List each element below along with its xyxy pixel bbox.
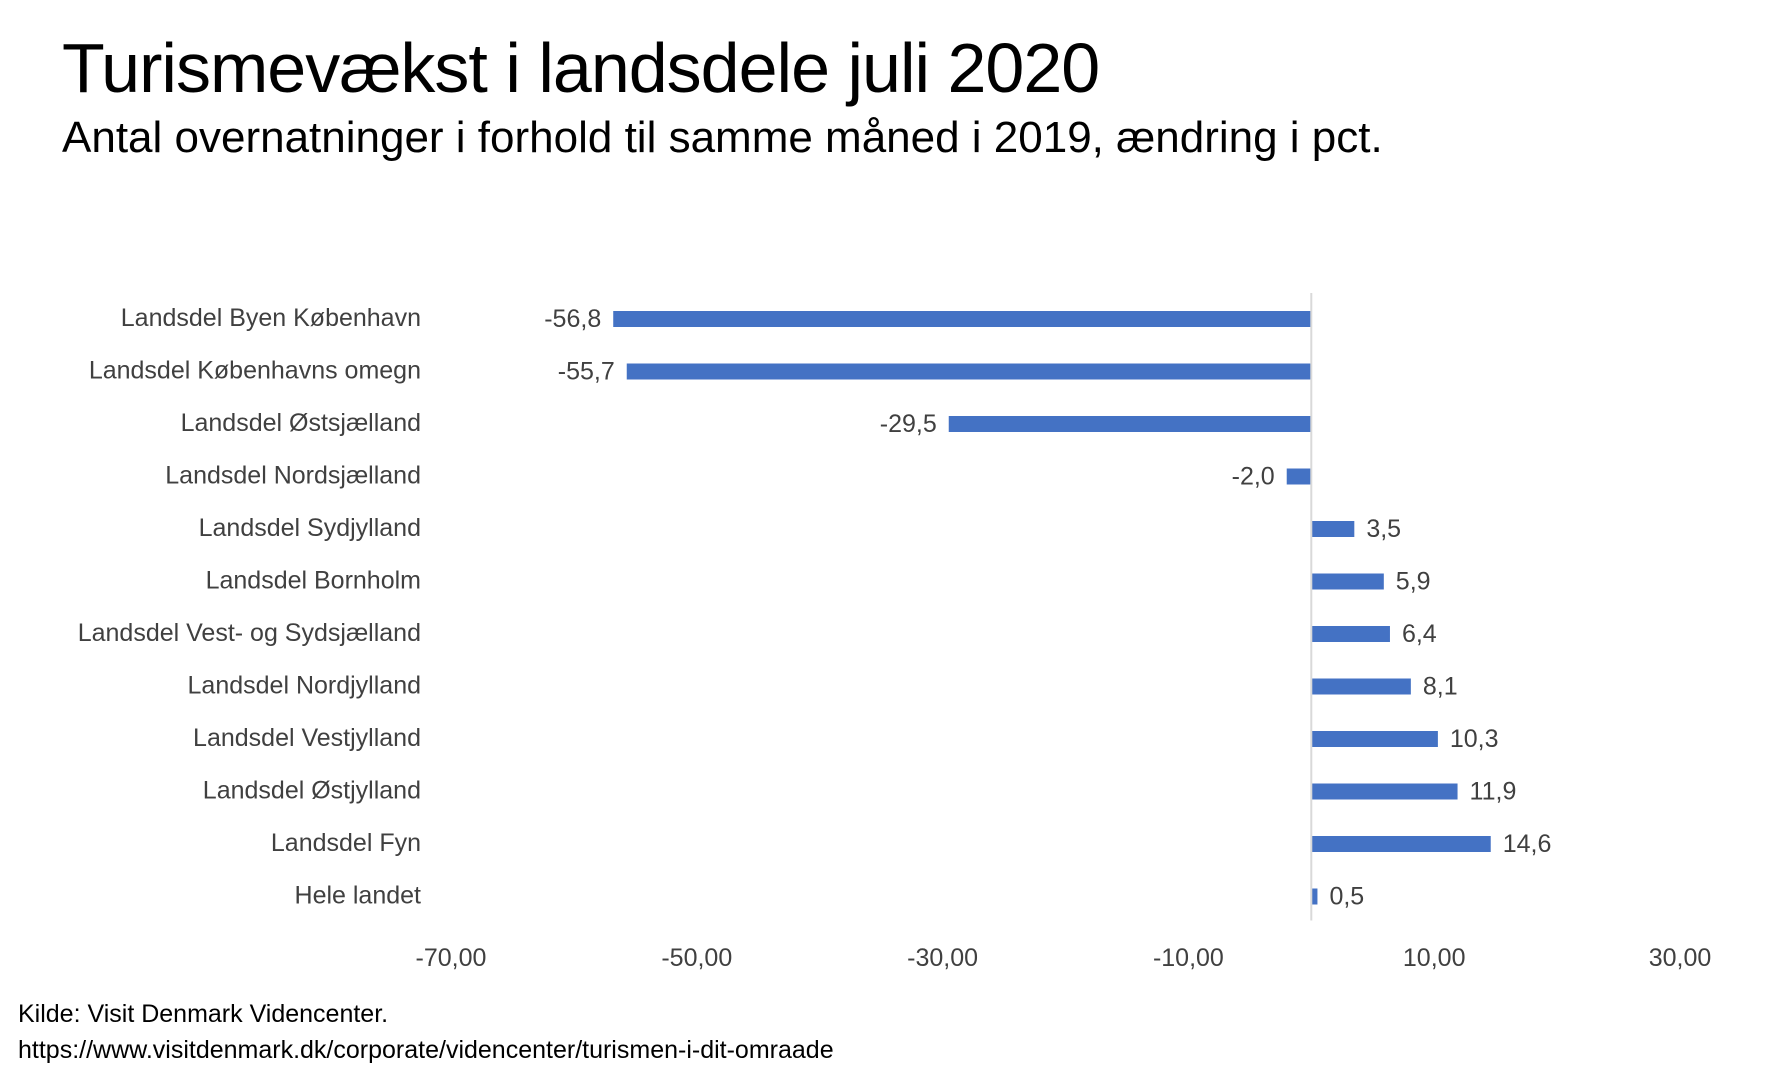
bar [1311, 836, 1491, 852]
bar [1311, 783, 1458, 800]
source-note: Kilde: Visit Denmark Videncenter. https:… [18, 996, 834, 1068]
bar [1311, 573, 1384, 590]
data-label: 8,1 [1423, 673, 1458, 701]
data-label: 3,5 [1366, 515, 1401, 543]
bar [613, 311, 1312, 327]
x-tick-label: -30,00 [907, 944, 978, 972]
data-label: 6,4 [1402, 620, 1437, 648]
bar [626, 363, 1312, 380]
labels-group: Landsdel Byen København -56,8 Landsdel Køb… [78, 304, 1712, 972]
x-tick-label: -50,00 [661, 944, 732, 972]
x-tick-label: -70,00 [416, 944, 487, 972]
data-label: 11,9 [1470, 778, 1517, 806]
category-label: Hele landet [295, 882, 422, 910]
data-label: 14,6 [1503, 830, 1552, 858]
chart-subtitle: Antal overnatninger i forhold til samme … [62, 113, 1383, 162]
category-label: Landsdel Fyn [271, 829, 421, 857]
data-label: 10,3 [1450, 725, 1499, 753]
bar [1311, 626, 1390, 642]
category-label: Landsdel Østsjælland [181, 409, 421, 437]
bar [1311, 521, 1355, 537]
bar [1311, 731, 1438, 747]
bar-chart: Landsdel Byen København -56,8 Landsdel Køb… [78, 293, 1712, 972]
data-label: 0,5 [1329, 883, 1364, 911]
bar [1286, 468, 1312, 485]
bars-group [613, 311, 1491, 905]
bar [1311, 678, 1411, 695]
category-label: Landsdel Vestjylland [193, 724, 421, 752]
category-label: Landsdel Vest- og Sydsjælland [78, 619, 421, 647]
category-label: Landsdel Østjylland [203, 777, 421, 805]
data-label: -2,0 [1232, 463, 1275, 491]
source-url: https://www.visitdenmark.dk/corporate/vi… [18, 1036, 834, 1064]
category-label: Landsdel Københavns omegn [89, 357, 421, 385]
x-tick-label: 30,00 [1649, 944, 1712, 972]
category-label: Landsdel Byen København [121, 304, 421, 332]
x-tick-label: 10,00 [1403, 944, 1466, 972]
data-label: -55,7 [558, 358, 615, 386]
category-label: Landsdel Nordsjælland [165, 462, 421, 490]
category-label: Landsdel Bornholm [206, 567, 421, 595]
bar [1311, 888, 1318, 905]
bar [948, 416, 1312, 432]
source-text: Kilde: Visit Denmark Videncenter. [18, 1000, 389, 1028]
category-label: Landsdel Sydjylland [199, 514, 421, 542]
x-tick-label: -10,00 [1153, 944, 1224, 972]
data-label: -29,5 [880, 410, 937, 438]
data-label: -56,8 [544, 305, 601, 333]
chart-title: Turismevækst i landsdele juli 2020 [62, 29, 1100, 107]
data-label: 5,9 [1396, 568, 1431, 596]
category-label: Landsdel Nordjylland [188, 672, 421, 700]
